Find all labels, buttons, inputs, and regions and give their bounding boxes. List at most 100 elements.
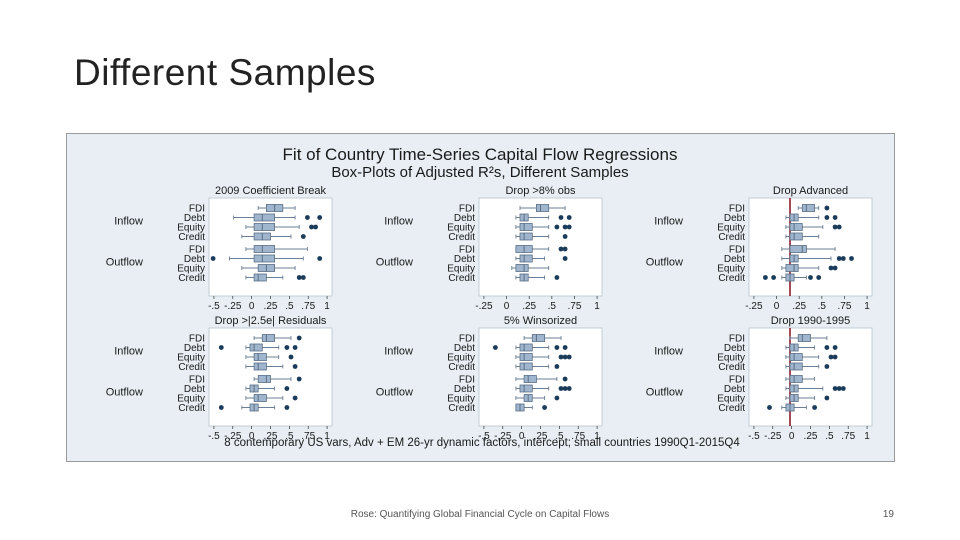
x-tick-label: .5: [548, 301, 557, 312]
x-tick-label: .25: [792, 301, 806, 312]
x-tick-label: .25: [804, 431, 818, 442]
row-label: Equity: [177, 394, 205, 405]
row-label: Credit: [448, 232, 475, 243]
x-tick-label: 1: [594, 431, 600, 442]
outlier-point: [554, 345, 560, 350]
x-tick-label: -.5: [208, 431, 220, 442]
row-label: FDI: [189, 375, 205, 386]
outlier-point: [562, 224, 568, 230]
outlier-point: [558, 215, 564, 220]
row-label: Credit: [178, 362, 205, 373]
row-label: Debt: [724, 384, 745, 395]
outlier-point: [313, 224, 318, 230]
outlier-point: [840, 386, 846, 391]
x-tick-label: .5: [285, 431, 294, 442]
box: [789, 362, 803, 371]
outlier-point: [210, 256, 216, 261]
row-label: Equity: [447, 264, 475, 275]
group-label: Inflow: [114, 345, 143, 357]
box: [789, 245, 807, 253]
x-tick-label: .75: [301, 431, 315, 442]
row-label: FDI: [459, 334, 475, 345]
x-tick-label: .25: [522, 301, 536, 312]
x-tick-label: .5: [818, 301, 827, 312]
row-label: Equity: [717, 394, 745, 405]
group-label: Inflow: [384, 215, 413, 227]
x-tick-label: -.5: [748, 431, 760, 442]
page-number: 19: [882, 509, 894, 520]
x-tick-label: 0: [519, 431, 525, 442]
box: [261, 334, 276, 342]
outlier-point: [554, 395, 560, 401]
row-label: Debt: [184, 343, 205, 354]
row-label: FDI: [459, 245, 475, 256]
outlier-point: [763, 275, 768, 280]
box: [515, 264, 529, 272]
x-tick-label: -.5: [208, 301, 220, 312]
outlier-point: [292, 345, 298, 350]
outlier-point: [832, 265, 838, 271]
row-label: Equity: [447, 223, 475, 234]
x-tick-label: .25: [264, 431, 278, 442]
outlier-point: [292, 395, 298, 401]
x-tick-label: -.25: [475, 301, 493, 312]
row-label: Debt: [454, 213, 475, 224]
outlier-point: [284, 405, 290, 410]
row-label: Equity: [177, 264, 205, 275]
group-label: Outflow: [106, 386, 143, 398]
x-tick-label: .75: [837, 301, 851, 312]
panel-title: Drop >8% obs: [505, 185, 576, 197]
outlier-point: [317, 256, 323, 261]
row-label: Debt: [454, 343, 475, 354]
box: [253, 362, 267, 371]
chart-subtitle: Box-Plots of Adjusted R²s, Different Sam…: [331, 164, 628, 181]
box: [253, 394, 267, 402]
box: [519, 362, 533, 371]
outlier-point: [493, 345, 498, 350]
box: [519, 384, 533, 393]
row-label: Credit: [448, 273, 475, 284]
box: [801, 204, 815, 212]
row-label: Credit: [718, 362, 745, 373]
x-tick-label: -.25: [764, 431, 782, 442]
x-tick-label: -.25: [224, 301, 242, 312]
row-label: Credit: [718, 232, 745, 243]
row-label: Debt: [184, 254, 205, 265]
outlier-point: [554, 364, 560, 369]
row-label: Debt: [454, 254, 475, 265]
outlier-point: [836, 256, 842, 261]
outlier-point: [824, 215, 830, 220]
figure-frame: Fit of Country Time-Series Capital Flow …: [66, 133, 895, 462]
outlier-point: [832, 215, 838, 220]
plot-area: [748, 327, 873, 427]
row-label: Debt: [724, 343, 745, 354]
outlier-point: [562, 234, 568, 239]
row-label: FDI: [729, 334, 745, 345]
panel-1: 2009 Coefficient Break -.5 -.25 0 .25 .5 .75 1 I…: [106, 185, 333, 312]
outlier-point: [566, 386, 572, 391]
outlier-point: [554, 275, 560, 280]
box: [519, 343, 533, 352]
x-tick-label: .25: [264, 301, 278, 312]
x-tick-label: -.25: [494, 431, 512, 442]
box: [789, 353, 803, 361]
row-label: Credit: [178, 403, 205, 414]
panel-title: Drop >|2.5e| Residuals: [215, 315, 327, 327]
x-tick-label: 1: [324, 431, 330, 442]
row-label: Equity: [717, 264, 745, 275]
x-tick-label: 1: [324, 301, 330, 312]
row-label: FDI: [729, 204, 745, 215]
outlier-point: [558, 386, 564, 391]
box: [253, 213, 276, 222]
x-tick-label: .75: [567, 301, 581, 312]
row-label: Equity: [447, 353, 475, 364]
row-label: FDI: [459, 204, 475, 215]
outlier-point: [767, 405, 772, 410]
x-tick-label: .75: [841, 431, 855, 442]
x-tick-label: 0: [504, 301, 510, 312]
x-tick-label: .75: [571, 431, 585, 442]
box: [519, 232, 533, 241]
outlier-point: [296, 275, 302, 280]
row-label: Equity: [177, 223, 205, 234]
outlier-point: [828, 354, 834, 360]
